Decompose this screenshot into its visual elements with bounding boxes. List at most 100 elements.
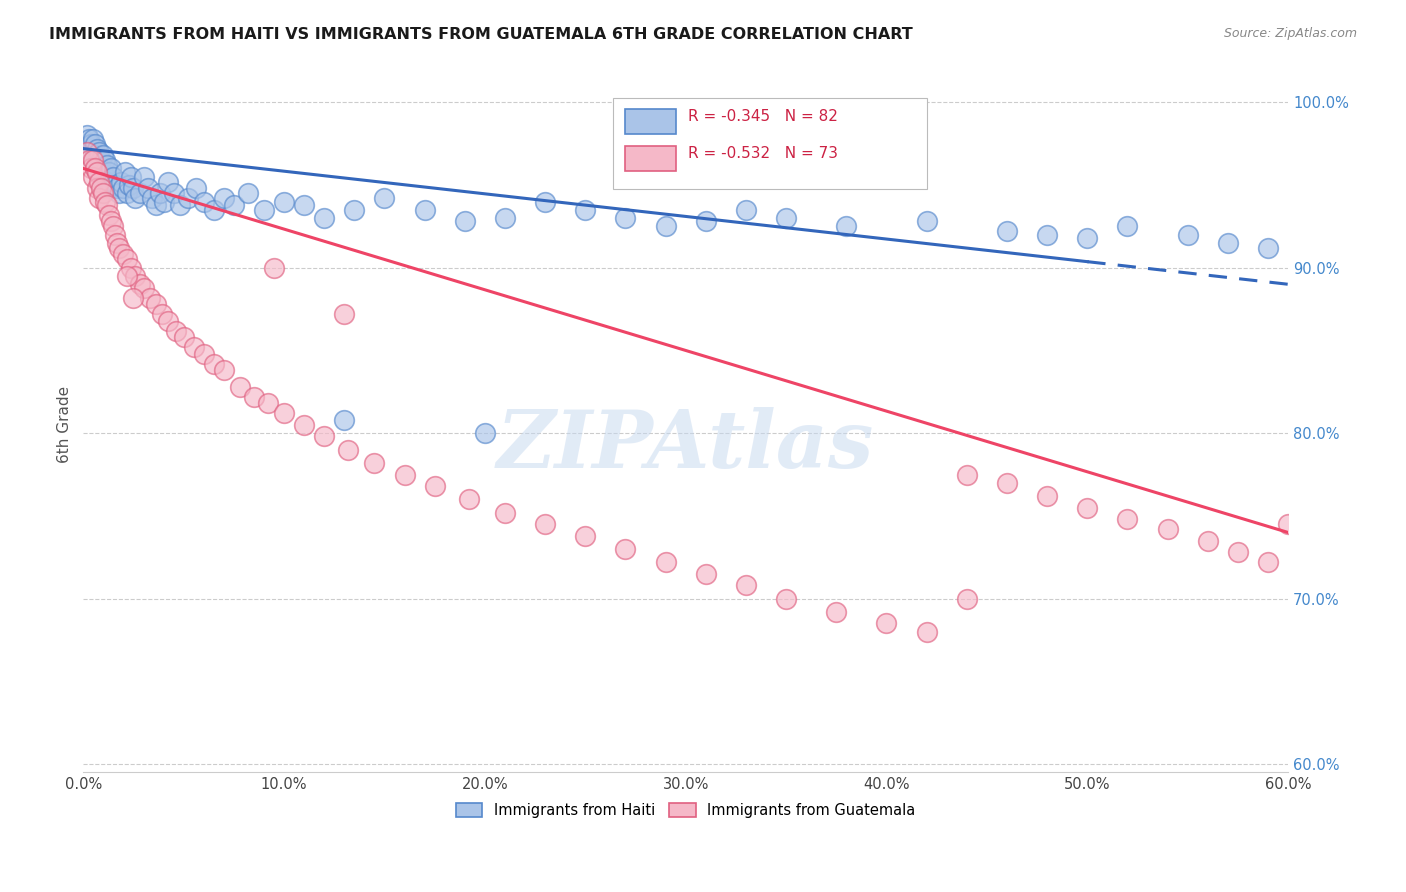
- Point: [343, 202, 366, 217]
- Point: [110, 175, 132, 189]
- Point: [90, 153, 112, 168]
- Point: [84, 161, 107, 176]
- Point: [394, 467, 416, 482]
- Point: [333, 413, 356, 427]
- Point: [212, 363, 235, 377]
- Point: [534, 194, 557, 209]
- Point: [1257, 555, 1279, 569]
- Point: [1076, 231, 1098, 245]
- Point: [104, 227, 127, 242]
- Point: [145, 198, 167, 212]
- Point: [152, 194, 174, 209]
- Point: [86, 153, 108, 168]
- Point: [876, 616, 898, 631]
- Point: [132, 169, 155, 184]
- Point: [165, 324, 187, 338]
- Point: [149, 186, 172, 201]
- Point: [76, 145, 98, 159]
- Point: [89, 145, 111, 159]
- Point: [253, 202, 276, 217]
- Y-axis label: 6th Grade: 6th Grade: [58, 386, 72, 464]
- Point: [956, 591, 979, 606]
- Point: [98, 208, 121, 222]
- Point: [96, 175, 118, 189]
- Point: [89, 175, 111, 189]
- Point: [138, 291, 160, 305]
- Point: [128, 186, 150, 201]
- Point: [145, 297, 167, 311]
- Point: [654, 555, 676, 569]
- Point: [90, 169, 112, 184]
- Point: [117, 268, 139, 283]
- Legend: Immigrants from Haiti, Immigrants from Guatemala: Immigrants from Haiti, Immigrants from G…: [450, 797, 921, 824]
- Point: [136, 181, 159, 195]
- FancyBboxPatch shape: [613, 98, 927, 188]
- Point: [86, 181, 108, 195]
- Point: [1226, 545, 1249, 559]
- Point: [82, 153, 104, 168]
- Point: [82, 131, 104, 145]
- Point: [534, 517, 557, 532]
- Point: [1257, 241, 1279, 255]
- Point: [150, 307, 173, 321]
- Point: [202, 357, 225, 371]
- Point: [212, 191, 235, 205]
- Point: [108, 186, 131, 201]
- Point: [122, 181, 145, 195]
- Point: [1197, 533, 1219, 548]
- Point: [124, 191, 146, 205]
- Point: [373, 191, 395, 205]
- Point: [1116, 512, 1139, 526]
- Point: [80, 136, 103, 151]
- Point: [956, 467, 979, 482]
- Point: [104, 178, 127, 192]
- Point: [775, 211, 797, 225]
- Text: R = -0.532   N = 73: R = -0.532 N = 73: [688, 145, 838, 161]
- Point: [835, 219, 858, 234]
- Point: [156, 313, 179, 327]
- Point: [1076, 500, 1098, 515]
- Point: [84, 136, 107, 151]
- Text: R = -0.345   N = 82: R = -0.345 N = 82: [688, 109, 838, 124]
- Point: [108, 241, 131, 255]
- Text: Source: ZipAtlas.com: Source: ZipAtlas.com: [1223, 27, 1357, 40]
- Point: [169, 198, 191, 212]
- Point: [995, 475, 1018, 490]
- Point: [263, 260, 285, 275]
- Point: [96, 198, 118, 212]
- Point: [614, 211, 637, 225]
- Point: [80, 145, 103, 159]
- Point: [117, 252, 139, 267]
- Point: [202, 202, 225, 217]
- Point: [118, 178, 141, 192]
- Point: [89, 191, 111, 205]
- Point: [93, 148, 115, 162]
- Point: [107, 181, 129, 195]
- Point: [98, 181, 121, 195]
- Point: [124, 268, 146, 283]
- Point: [117, 186, 139, 201]
- Point: [80, 161, 103, 176]
- Point: [184, 181, 207, 195]
- Point: [1036, 489, 1059, 503]
- Point: [173, 330, 195, 344]
- Point: [494, 211, 516, 225]
- Point: [474, 426, 496, 441]
- Point: [107, 235, 129, 250]
- Point: [177, 191, 200, 205]
- Point: [257, 396, 280, 410]
- Point: [1116, 219, 1139, 234]
- Point: [94, 169, 117, 184]
- Point: [337, 442, 360, 457]
- Point: [915, 624, 938, 639]
- Point: [229, 380, 252, 394]
- Point: [695, 214, 717, 228]
- Point: [100, 161, 122, 176]
- Point: [112, 247, 135, 261]
- Point: [193, 194, 215, 209]
- Point: [775, 591, 797, 606]
- Point: [413, 202, 436, 217]
- Point: [654, 219, 676, 234]
- Point: [457, 492, 479, 507]
- Point: [825, 605, 848, 619]
